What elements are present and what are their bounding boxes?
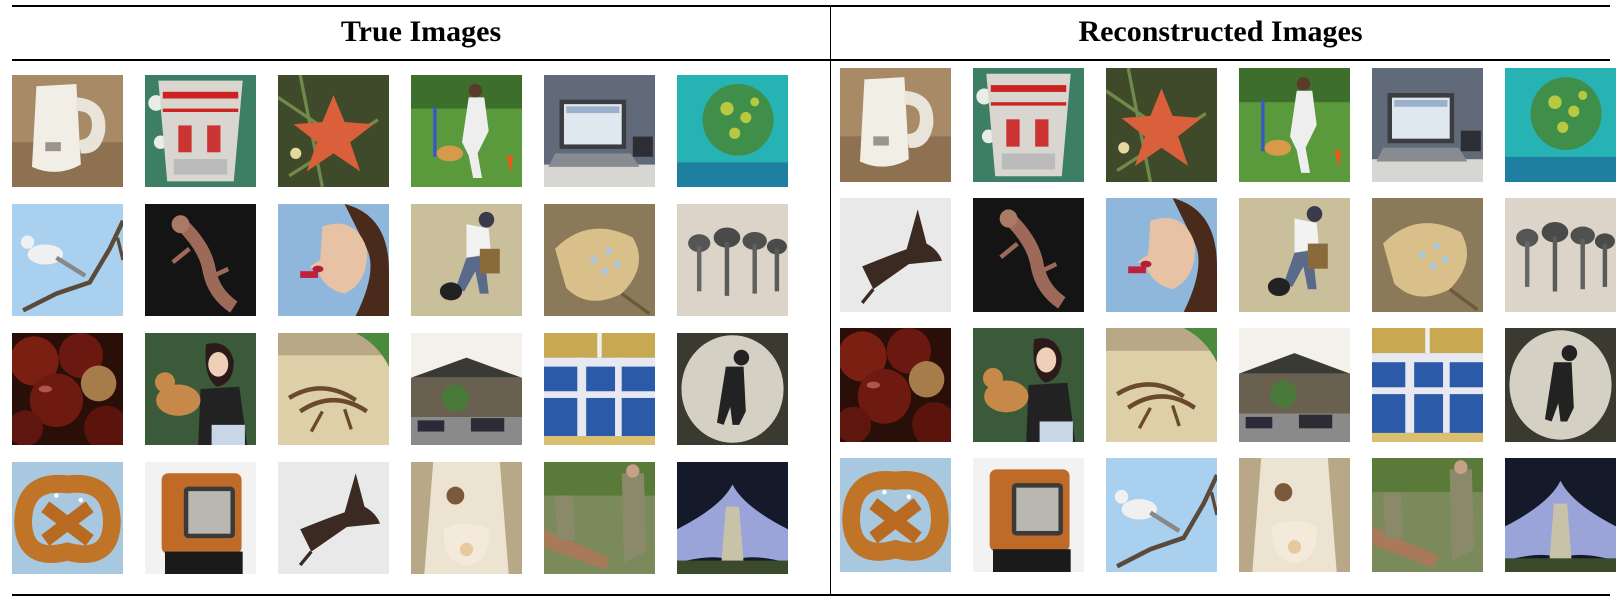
reconstructed-image-coffee-cup	[973, 68, 1084, 182]
true-image-flying-bird	[278, 462, 389, 574]
reconstructed-image-white-bird-on-branch	[1106, 458, 1217, 572]
reconstructed-image-plaid-blanket	[1372, 328, 1483, 442]
header-rule	[12, 59, 1610, 61]
reconstructed-image-girl-with-dog	[1239, 68, 1350, 182]
true-image-dark-mushrooms	[677, 204, 788, 316]
true-image-coral-reef	[677, 75, 788, 187]
true-image-retro-tv	[145, 462, 256, 574]
reconstructed-image-soldiers	[1372, 458, 1483, 572]
reconstructed-image-flying-bird	[840, 198, 951, 312]
reconstructed-image-black-dog	[1505, 328, 1616, 442]
true-image-woman-with-dog	[145, 333, 256, 445]
true-image-houses-and-cars	[411, 333, 522, 445]
true-image-white-bird-on-branch	[12, 204, 123, 316]
true-image-starfish	[278, 75, 389, 187]
column-divider	[830, 5, 831, 596]
true-image-woman-with-lipstick	[278, 204, 389, 316]
true-image-coffee-cup	[145, 75, 256, 187]
true-image-chestnuts	[12, 333, 123, 445]
true-image-lizard	[145, 204, 256, 316]
reconstructed-image-starfish	[1106, 68, 1217, 182]
true-image-laptop	[544, 75, 655, 187]
reconstructed-image-woman-with-lipstick	[1106, 198, 1217, 312]
true-image-baby-crib	[411, 462, 522, 574]
reconstructed-image-baby-crib	[1239, 458, 1350, 572]
true-image-man-with-bucket	[411, 204, 522, 316]
true-image-stingray	[544, 204, 655, 316]
true-images-heading: True Images	[340, 15, 502, 48]
reconstructed-image-purple-starfish	[1505, 458, 1616, 572]
reconstructed-image-chestnuts	[840, 328, 951, 442]
reconstructed-image-woman-with-dog	[973, 328, 1084, 442]
reconstructed-images-heading: Reconstructed Images	[1078, 15, 1363, 48]
true-image-plaid-blanket	[544, 333, 655, 445]
bottom-rule	[12, 594, 1610, 596]
reconstructed-image-houses-and-cars	[1239, 328, 1350, 442]
true-image-black-dog	[677, 333, 788, 445]
true-image-kettle	[12, 75, 123, 187]
true-image-soldiers	[544, 462, 655, 574]
top-rule	[12, 5, 1610, 7]
reconstructed-image-retro-tv	[973, 458, 1084, 572]
reconstructed-image-coral-reef	[1505, 68, 1616, 182]
reconstructed-image-stingray	[1372, 198, 1483, 312]
true-image-wooden-sled	[278, 333, 389, 445]
true-image-girl-with-dog	[411, 75, 522, 187]
reconstructed-image-lizard	[973, 198, 1084, 312]
true-image-pretzel	[12, 462, 123, 574]
true-image-purple-starfish	[677, 462, 788, 574]
reconstructed-image-kettle	[840, 68, 951, 182]
reconstructed-image-dark-mushrooms	[1505, 198, 1616, 312]
reconstructed-image-wooden-sled	[1106, 328, 1217, 442]
reconstructed-image-pretzel	[840, 458, 951, 572]
reconstructed-image-laptop	[1372, 68, 1483, 182]
reconstructed-image-man-with-bucket	[1239, 198, 1350, 312]
